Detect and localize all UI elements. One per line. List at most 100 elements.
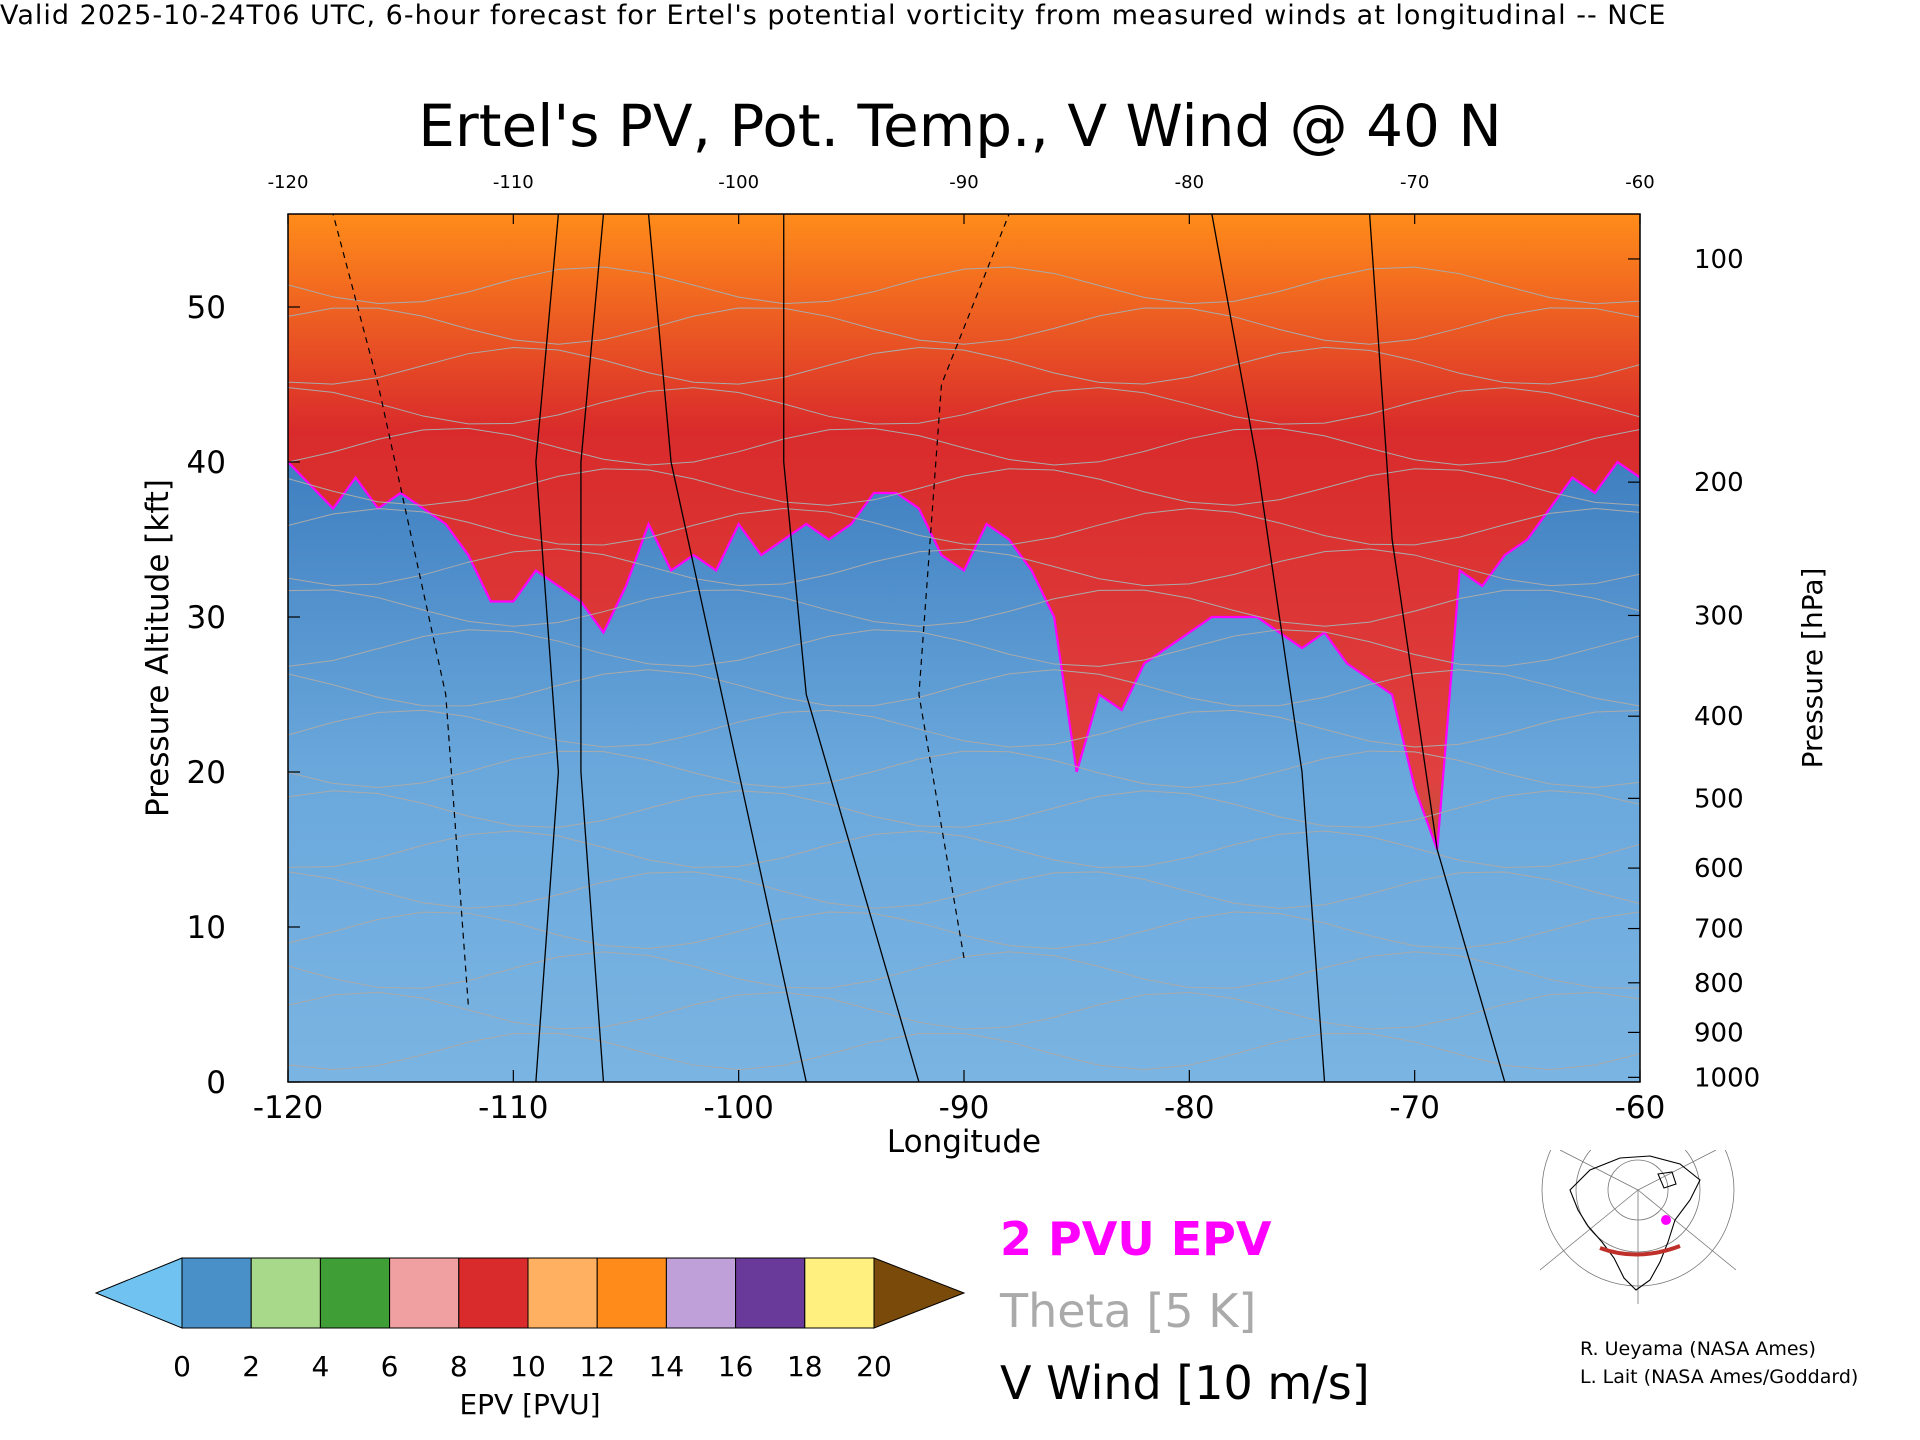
colorbar-low-arrow xyxy=(94,1257,183,1329)
y-tick-label: 40 xyxy=(187,445,226,481)
wind-contour-line xyxy=(783,214,920,1082)
colorbar-tick-label: 6 xyxy=(381,1350,399,1383)
theta-contour-line xyxy=(288,911,1640,950)
top-tick-label: -80 xyxy=(1175,172,1204,193)
x-tick-label: -90 xyxy=(939,1090,990,1126)
theta-contour-line xyxy=(288,629,1640,667)
colorbar-cell xyxy=(389,1257,460,1329)
theta-contour-line xyxy=(288,750,1640,788)
y-tick-label: 10 xyxy=(187,910,226,946)
chart-title: Ertel's PV, Pot. Temp., V Wind @ 40 N xyxy=(418,92,1501,160)
legend-wind: V Wind [10 m/s] xyxy=(1000,1356,1370,1410)
colorbar-cell xyxy=(735,1257,806,1329)
wind-contour-line xyxy=(1368,214,1506,1082)
wind-contour-line xyxy=(1211,214,1326,1082)
colorbar-tick-label: 18 xyxy=(787,1350,823,1383)
theta-contour-line xyxy=(288,508,1640,546)
theta-contour-line xyxy=(288,387,1640,425)
colorbar-tick-label: 0 xyxy=(173,1350,191,1383)
x-tick-label: -110 xyxy=(478,1090,548,1126)
theta-contour-line xyxy=(288,307,1640,345)
x-axis-label: Longitude xyxy=(887,1124,1041,1160)
wind-contour-negative xyxy=(918,214,1010,959)
colorbar-tick-label: 14 xyxy=(649,1350,685,1383)
top-tick-label: -100 xyxy=(718,172,759,193)
pressure-tick-label: 700 xyxy=(1694,915,1744,945)
wind-contour-line xyxy=(535,214,560,1082)
top-tick-label: -120 xyxy=(268,172,309,193)
pressure-tick-label: 600 xyxy=(1694,854,1744,884)
colorbar-cell xyxy=(804,1257,875,1329)
pressure-tick-label: 500 xyxy=(1694,784,1744,814)
colorbar-tick-label: 10 xyxy=(510,1350,546,1383)
tropopause-2pvu-line xyxy=(288,460,1640,850)
pressure-tick-label: 400 xyxy=(1694,702,1744,732)
pressure-tick-label: 100 xyxy=(1694,245,1744,275)
wind-contour-negative xyxy=(332,214,469,1005)
pressure-tick-label: 200 xyxy=(1694,468,1744,498)
colorbar-cell xyxy=(458,1257,529,1329)
wind-contour-line xyxy=(647,214,807,1082)
colorbar-cell xyxy=(527,1257,598,1329)
colorbar-tick-label: 12 xyxy=(579,1350,615,1383)
plot-area xyxy=(287,213,1641,1083)
theta-contour-line xyxy=(288,548,1640,587)
credit-line-2: L. Lait (NASA Ames/Goddard) xyxy=(1580,1366,1859,1388)
x-tick-label: -80 xyxy=(1164,1090,1215,1126)
y-tick-label: 20 xyxy=(187,755,226,791)
colorbar-cell xyxy=(250,1257,321,1329)
locator-map xyxy=(1540,1150,1736,1304)
pressure-tick-label: 1000 xyxy=(1694,1063,1760,1093)
y-tick-label: 50 xyxy=(187,290,226,326)
cross-section-marker xyxy=(1661,1215,1671,1225)
top-tick-label: -110 xyxy=(493,172,534,193)
continent-outline xyxy=(1569,1155,1701,1291)
y-axis-label: Pressure Altitude [kft] xyxy=(140,479,176,817)
wind-contour-line xyxy=(580,214,605,1082)
legend-tropopause: 2 PVU EPV xyxy=(1000,1212,1272,1266)
pressure-tick-label: 300 xyxy=(1694,601,1744,631)
colorbar-tick-label: 20 xyxy=(856,1350,892,1383)
top-tick-label: -90 xyxy=(949,172,978,193)
cross-section-path xyxy=(1599,1244,1681,1257)
y-tick-label: 0 xyxy=(206,1065,226,1101)
theta-contour-line xyxy=(288,830,1640,869)
y-axis-label-right: Pressure [hPa] xyxy=(1796,568,1829,769)
y-tick-label: 30 xyxy=(187,600,226,636)
colorbar-cell xyxy=(596,1257,667,1329)
x-tick-label: -70 xyxy=(1389,1090,1440,1126)
x-tick-label: -120 xyxy=(253,1090,323,1126)
colorbar-cell xyxy=(665,1257,737,1329)
theta-contour-line xyxy=(288,1032,1640,1071)
theta-contour-line xyxy=(288,790,1640,828)
theta-contour-line xyxy=(288,266,1640,305)
pressure-tick-label: 900 xyxy=(1694,1018,1744,1048)
header-valid-line: Valid 2025-10-24T06 UTC, 6-hour forecast… xyxy=(0,0,1667,31)
theta-contour-line xyxy=(288,427,1640,466)
x-tick-label: -60 xyxy=(1615,1090,1666,1126)
credit-line-1: R. Ueyama (NASA Ames) xyxy=(1580,1338,1816,1360)
colorbar-tick-label: 8 xyxy=(450,1350,468,1383)
wind-contours xyxy=(332,214,1506,1082)
pressure-tick-label: 800 xyxy=(1694,969,1744,999)
troposphere-field xyxy=(288,462,1640,1082)
colorbar: 0 2 4 6 8 10 12 14 16 18 20 xyxy=(94,1257,966,1383)
colorbar-label: EPV [PVU] xyxy=(459,1388,600,1421)
top-tick-label: -70 xyxy=(1400,172,1429,193)
colorbar-tick-label: 16 xyxy=(718,1350,754,1383)
colorbar-tick-label: 2 xyxy=(242,1350,260,1383)
colorbar-cell xyxy=(319,1257,391,1329)
colorbar-high-arrow xyxy=(873,1257,966,1329)
theta-contour-line xyxy=(288,346,1640,385)
theta-contour-line xyxy=(288,468,1640,506)
theta-contour-line xyxy=(288,709,1640,748)
theta-contour-line xyxy=(288,871,1640,909)
theta-contour-line xyxy=(288,669,1640,707)
theta-contour-line xyxy=(288,991,1640,1030)
top-tick-label: -60 xyxy=(1625,172,1654,193)
theta-contour-line xyxy=(288,589,1640,627)
legend-theta: Theta [5 K] xyxy=(1000,1284,1257,1338)
colorbar-cell xyxy=(181,1257,252,1329)
colorbar-tick-label: 4 xyxy=(311,1350,329,1383)
